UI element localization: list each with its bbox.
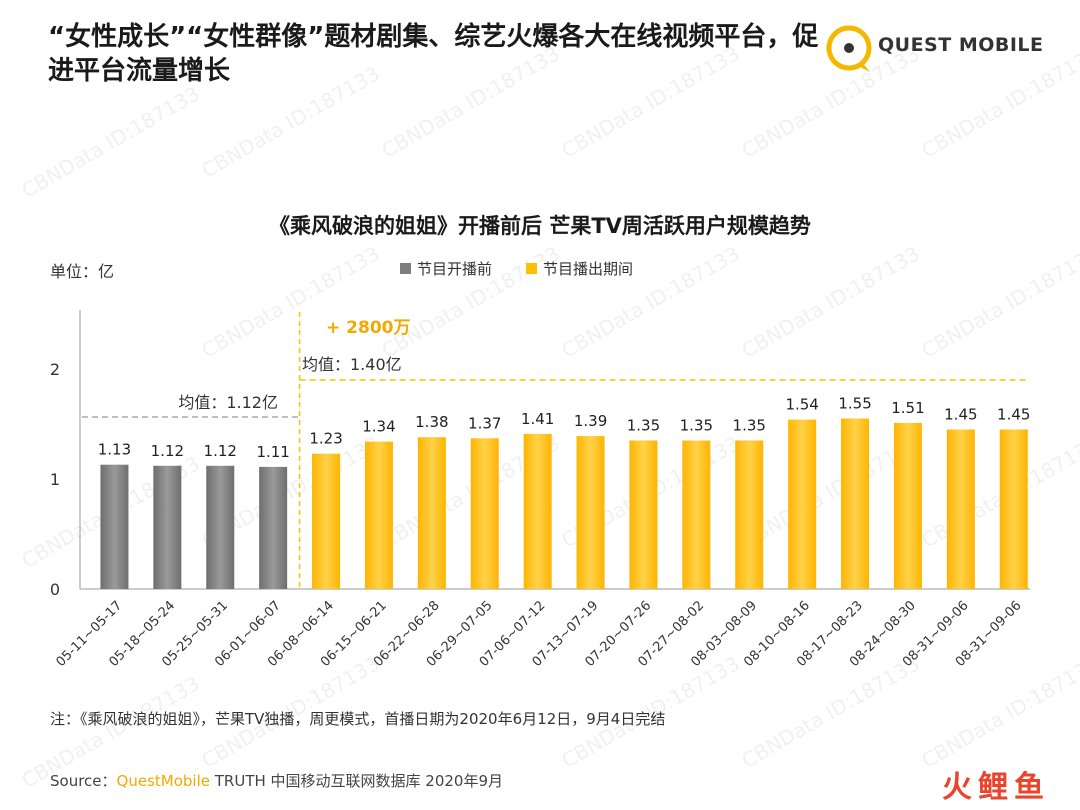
bar (206, 465, 235, 589)
bar-value-label: 1.34 (362, 418, 395, 436)
logo-tail-icon (858, 62, 870, 72)
legend-item-before: 节目开播前 (400, 258, 492, 279)
bar-value-label: 1.12 (151, 442, 184, 460)
page-title: “女性成长”“女性群像”题材剧集、综艺火爆各大在线视频平台，促进平台流量增长 (48, 22, 819, 86)
bar-value-label: 1.23 (309, 430, 342, 448)
bar (364, 441, 393, 589)
bar-value-label: 1.41 (521, 410, 554, 428)
bar (629, 440, 658, 589)
source-brand: QuestMobile (116, 772, 210, 790)
bar (893, 422, 922, 589)
bar (576, 436, 605, 589)
bar (841, 418, 870, 589)
bar (470, 438, 499, 589)
questmobile-logo (826, 25, 872, 72)
bar-value-label: 1.37 (468, 414, 501, 432)
legend-swatch-before (400, 263, 411, 274)
brand-name: QUEST MOBILE (878, 34, 1044, 56)
bar-value-label: 1.54 (785, 396, 818, 414)
chart-title: 《乘风破浪的姐姐》开播前后 芒果TV周活跃用户规模趋势 (269, 214, 811, 238)
bar-value-label: 1.12 (204, 442, 237, 460)
bar (946, 429, 975, 589)
increase-annotation: + 2800万 (326, 318, 410, 338)
bar-value-label: 1.38 (415, 413, 448, 431)
bar-value-label: 1.11 (256, 443, 289, 461)
bar (153, 465, 182, 589)
bar (999, 429, 1028, 589)
average-label-before: 均值：1.12亿 (178, 393, 278, 412)
chart-legend: 节目开播前 节目播出期间 (400, 258, 633, 279)
bar-value-label: 1.35 (733, 417, 766, 435)
bar (312, 453, 341, 589)
bar-value-label: 1.45 (997, 406, 1030, 424)
corner-logo: 火鲤鱼 (942, 770, 1050, 805)
bar (523, 433, 552, 589)
bar-value-label: 1.51 (891, 399, 924, 417)
bar (259, 466, 288, 589)
y-tick-label: 2 (50, 360, 60, 379)
bar (417, 437, 446, 589)
legend-label-during: 节目播出期间 (543, 260, 634, 278)
bar-value-label: 1.35 (627, 417, 660, 435)
chart-footnote: 注：《乘风破浪的姐姐》，芒果TV独播，周更模式，首播日期为2020年6月12日，… (50, 710, 666, 728)
y-tick-label: 0 (50, 580, 60, 599)
bar-value-label: 1.35 (680, 417, 713, 435)
logo-dot-icon (844, 43, 854, 53)
source-line: Source：QuestMobile TRUTH 中国移动互联网数据库 2020… (50, 770, 503, 791)
average-label-during: 均值：1.40亿 (302, 355, 402, 374)
unit-label: 单位：亿 (50, 262, 115, 281)
bar (682, 440, 711, 589)
bar-value-label: 1.13 (98, 441, 131, 459)
source-prefix: Source： (50, 772, 117, 790)
legend-item-during: 节目播出期间 (526, 258, 633, 279)
y-tick-label: 1 (50, 470, 60, 489)
logo-ring-icon (826, 25, 872, 71)
bar (100, 464, 129, 589)
bar-value-label: 1.55 (838, 395, 871, 413)
bar-value-label: 1.45 (944, 406, 977, 424)
legend-label-before: 节目开播前 (417, 260, 493, 278)
source-rest: TRUTH 中国移动互联网数据库 2020年9月 (209, 772, 504, 790)
legend-swatch-during (526, 263, 538, 274)
bar (735, 440, 764, 589)
bar (788, 419, 817, 589)
bar-value-label: 1.39 (574, 412, 607, 430)
